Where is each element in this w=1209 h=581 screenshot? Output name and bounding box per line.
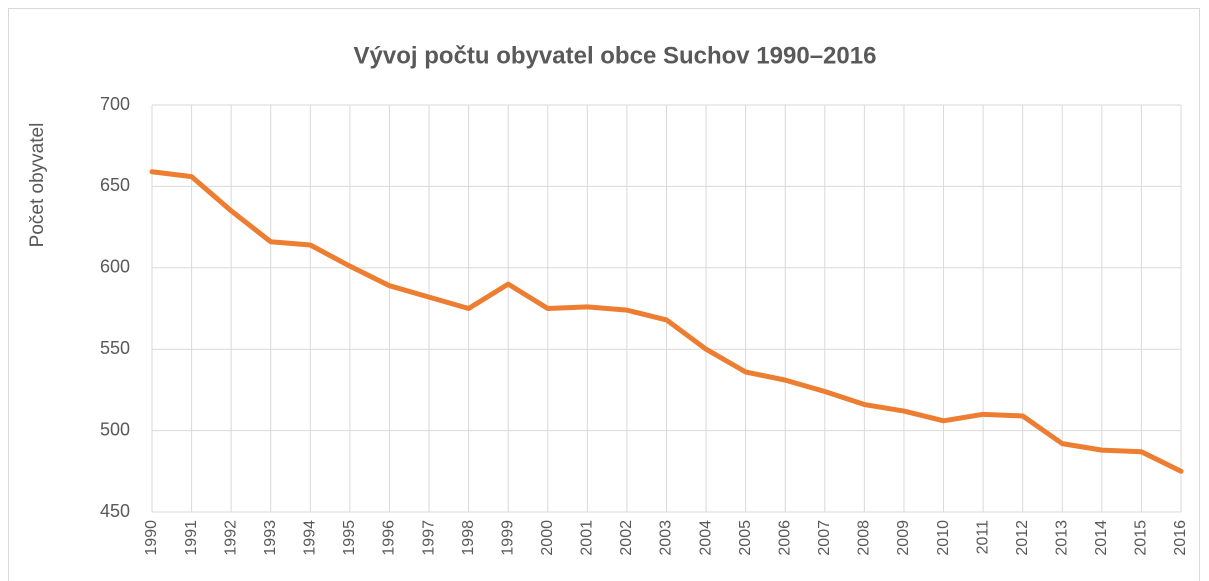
x-tick-label: 2016 — [1172, 520, 1189, 556]
x-tick-label: 2003 — [658, 520, 675, 556]
y-axis-label: Počet obyvatel — [27, 123, 48, 248]
x-tick-label: 1999 — [499, 520, 516, 556]
y-tick-label: 700 — [100, 94, 130, 114]
x-tick-label: 1995 — [341, 520, 358, 556]
chart-frame — [8, 8, 1200, 581]
x-tick-label: 1990 — [143, 520, 160, 556]
x-tick-label: 2007 — [816, 520, 833, 556]
x-tick-label: 1992 — [222, 520, 239, 556]
x-tick-label: 2008 — [856, 520, 873, 556]
x-tick-label: 2005 — [737, 520, 754, 556]
x-tick-label: 1994 — [302, 520, 319, 556]
y-tick-label: 550 — [100, 338, 130, 358]
x-tick-label: 2000 — [539, 520, 556, 556]
y-tick-label: 450 — [100, 501, 130, 521]
y-tick-label: 500 — [100, 419, 130, 439]
x-tick-label: 1993 — [262, 520, 279, 556]
x-tick-label: 1996 — [381, 520, 398, 556]
data-line — [149, 169, 1184, 474]
x-tick-label: 1998 — [460, 520, 477, 556]
x-tick-label: 2014 — [1093, 520, 1110, 556]
y-tick-label: 600 — [100, 257, 130, 277]
x-tick-label: 1997 — [420, 520, 437, 556]
x-tick-label: 2012 — [1014, 520, 1031, 556]
x-tick-label: 2001 — [579, 520, 596, 556]
chart-title: Vývoj počtu obyvatel obce Suchov 1990–20… — [354, 42, 877, 69]
x-tick-label: 2013 — [1053, 520, 1070, 556]
x-tick-label: 2009 — [895, 520, 912, 556]
x-tick-label: 1991 — [183, 520, 200, 556]
x-tick-label: 2011 — [974, 520, 991, 555]
x-tick-label: 2015 — [1133, 520, 1150, 556]
x-tick-label: 2002 — [618, 520, 635, 556]
x-tick-label: 2010 — [935, 520, 952, 556]
x-tick-label: 2006 — [776, 520, 793, 556]
y-tick-label: 650 — [100, 175, 130, 195]
x-tick-label: 2004 — [697, 520, 714, 556]
